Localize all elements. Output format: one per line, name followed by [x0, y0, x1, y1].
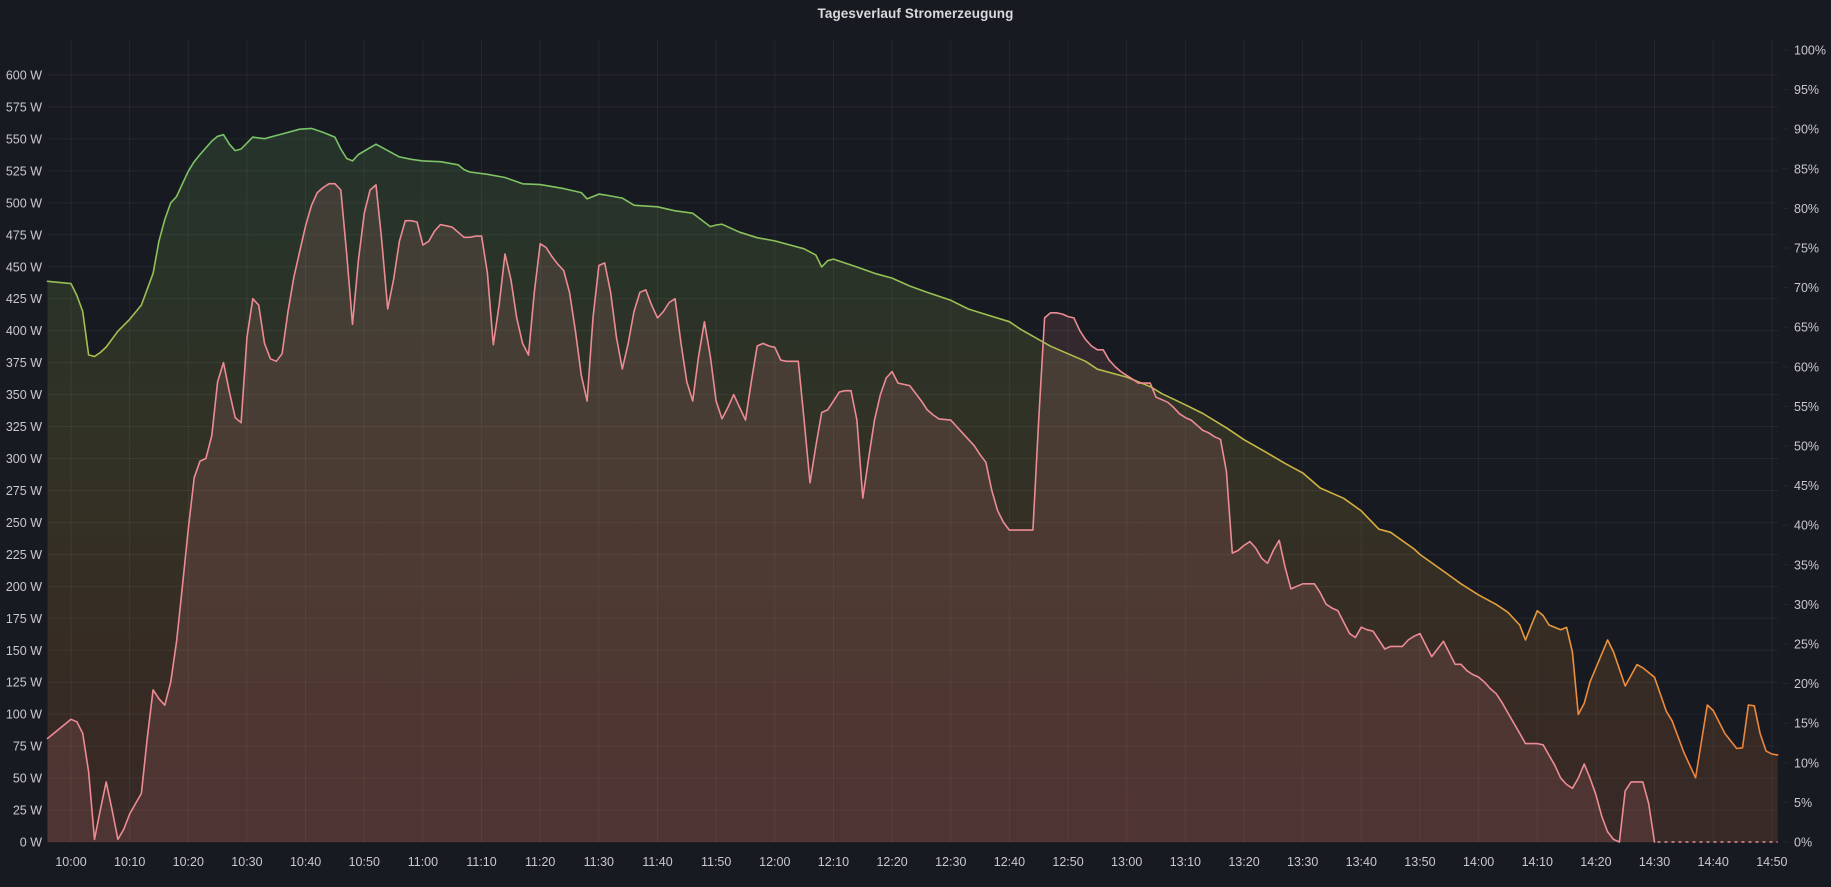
svg-text:13:20: 13:20: [1228, 855, 1259, 869]
svg-text:400 W: 400 W: [6, 324, 42, 338]
svg-text:13:00: 13:00: [1111, 855, 1142, 869]
svg-text:175 W: 175 W: [6, 612, 42, 626]
svg-text:11:00: 11:00: [408, 855, 438, 869]
svg-text:475 W: 475 W: [6, 228, 42, 242]
svg-text:35%: 35%: [1794, 558, 1819, 572]
svg-text:125 W: 125 W: [6, 676, 42, 690]
svg-text:0%: 0%: [1794, 836, 1812, 850]
svg-text:11:20: 11:20: [525, 855, 555, 869]
panel-title[interactable]: Tagesverlauf Stromerzeugung: [817, 6, 1014, 21]
svg-text:11:30: 11:30: [584, 855, 614, 869]
svg-text:14:20: 14:20: [1580, 855, 1611, 869]
svg-text:20%: 20%: [1794, 677, 1819, 691]
svg-text:11:40: 11:40: [642, 855, 672, 869]
svg-text:45%: 45%: [1794, 479, 1819, 493]
svg-text:200 W: 200 W: [6, 580, 42, 594]
svg-text:375 W: 375 W: [6, 356, 42, 370]
svg-text:13:40: 13:40: [1346, 855, 1377, 869]
svg-text:75%: 75%: [1794, 242, 1819, 256]
svg-text:450 W: 450 W: [6, 260, 42, 274]
svg-text:5%: 5%: [1794, 796, 1812, 810]
svg-text:10:30: 10:30: [231, 855, 262, 869]
svg-text:12:30: 12:30: [935, 855, 966, 869]
svg-text:10:40: 10:40: [290, 855, 321, 869]
svg-text:525 W: 525 W: [6, 164, 42, 178]
svg-text:350 W: 350 W: [6, 388, 42, 402]
svg-text:10:20: 10:20: [173, 855, 204, 869]
svg-text:250 W: 250 W: [6, 516, 42, 530]
x-axis-labels: 10:00 10:10 10:20 10:30 10:40 10:50 11:00 11:10…: [55, 855, 1787, 869]
svg-text:500 W: 500 W: [6, 196, 42, 210]
svg-text:12:00: 12:00: [759, 855, 790, 869]
svg-text:225 W: 225 W: [6, 548, 42, 562]
area-fill-watt-series: [47, 183, 1778, 842]
svg-text:40%: 40%: [1794, 519, 1819, 533]
svg-text:55%: 55%: [1794, 400, 1819, 414]
svg-text:12:50: 12:50: [1052, 855, 1083, 869]
line-watt-series: [46, 182, 1656, 843]
y-axis-left-labels: 0 W 25 W 50 W 75 W 100 W 125 W 150 W 175 W 200 W…: [6, 69, 42, 850]
svg-text:10:50: 10:50: [349, 855, 380, 869]
svg-text:425 W: 425 W: [6, 292, 42, 306]
svg-text:10%: 10%: [1794, 756, 1819, 770]
svg-text:25 W: 25 W: [13, 804, 42, 818]
svg-text:150 W: 150 W: [6, 644, 42, 658]
svg-text:95%: 95%: [1794, 83, 1819, 97]
svg-text:600 W: 600 W: [6, 69, 42, 83]
svg-text:14:30: 14:30: [1639, 855, 1670, 869]
svg-text:575 W: 575 W: [6, 100, 42, 114]
svg-text:0 W: 0 W: [20, 836, 42, 850]
svg-text:13:50: 13:50: [1404, 855, 1435, 869]
svg-text:300 W: 300 W: [6, 452, 42, 466]
svg-text:50%: 50%: [1794, 440, 1819, 454]
svg-text:275 W: 275 W: [6, 484, 42, 498]
svg-text:30%: 30%: [1794, 598, 1819, 612]
area-fill-percent-series: [47, 128, 1778, 842]
svg-text:12:40: 12:40: [994, 855, 1025, 869]
svg-text:70%: 70%: [1794, 281, 1819, 295]
svg-text:13:30: 13:30: [1287, 855, 1318, 869]
svg-text:15%: 15%: [1794, 717, 1819, 731]
svg-text:65%: 65%: [1794, 321, 1819, 335]
svg-text:14:10: 14:10: [1522, 855, 1553, 869]
svg-text:25%: 25%: [1794, 638, 1819, 652]
svg-text:75 W: 75 W: [13, 740, 42, 754]
svg-text:325 W: 325 W: [6, 420, 42, 434]
svg-text:10:10: 10:10: [114, 855, 145, 869]
svg-text:12:10: 12:10: [818, 855, 849, 869]
svg-text:13:10: 13:10: [1170, 855, 1201, 869]
svg-text:100 W: 100 W: [6, 708, 42, 722]
svg-text:90%: 90%: [1794, 123, 1819, 137]
svg-text:12:20: 12:20: [876, 855, 907, 869]
svg-text:80%: 80%: [1794, 202, 1819, 216]
line-percent-series: [46, 127, 1779, 779]
y-axis-right-labels: 0% 5% 10% 15% 20% 25% 30% 35% 40% 45% 50% 55% 60% 65%…: [1783, 44, 1826, 850]
svg-text:14:00: 14:00: [1463, 855, 1494, 869]
svg-text:14:50: 14:50: [1756, 855, 1787, 869]
svg-text:11:10: 11:10: [466, 855, 496, 869]
svg-text:50 W: 50 W: [13, 772, 42, 786]
svg-text:14:40: 14:40: [1698, 855, 1729, 869]
svg-text:550 W: 550 W: [6, 132, 42, 146]
svg-text:100%: 100%: [1794, 44, 1826, 58]
svg-text:11:50: 11:50: [701, 855, 731, 869]
svg-text:60%: 60%: [1794, 360, 1819, 374]
svg-text:85%: 85%: [1794, 162, 1819, 176]
svg-text:10:00: 10:00: [55, 855, 86, 869]
